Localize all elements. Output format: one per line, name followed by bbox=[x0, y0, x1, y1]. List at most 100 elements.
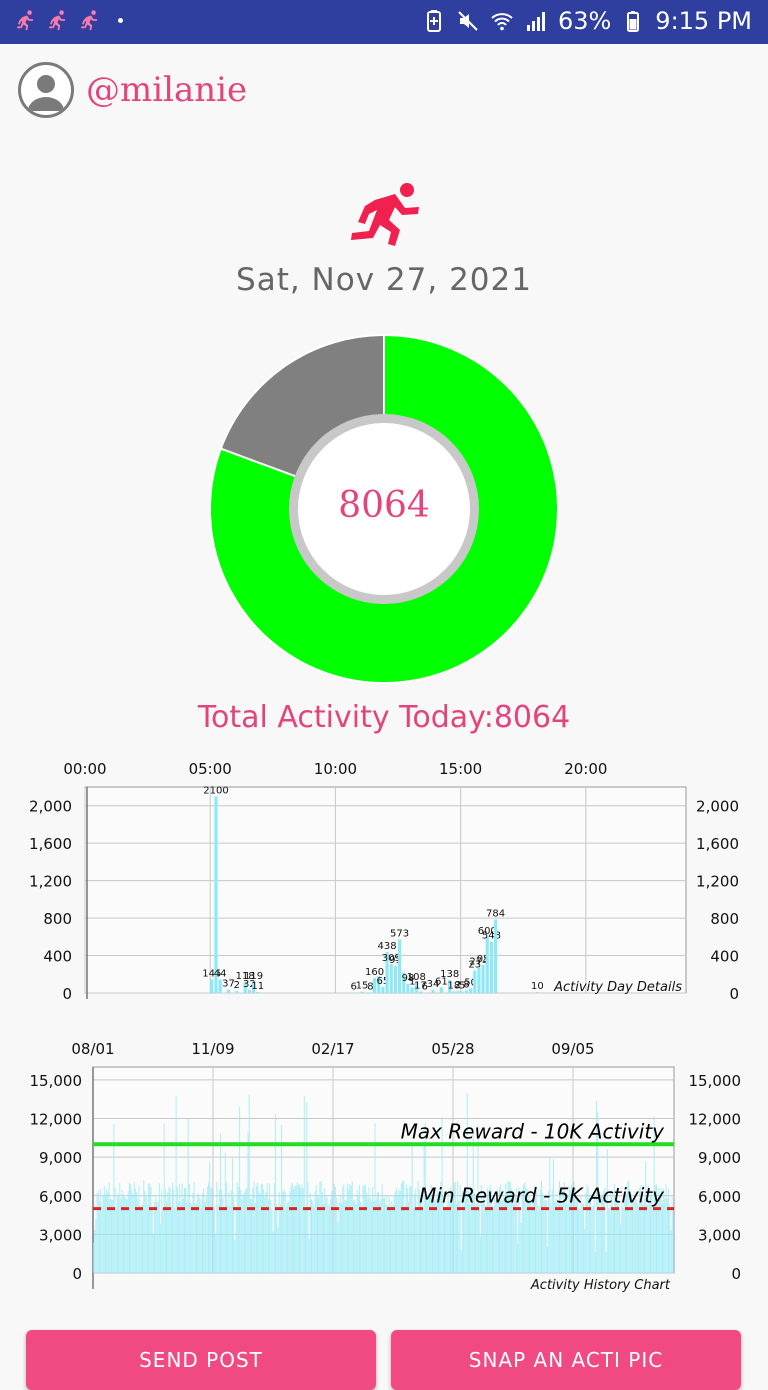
history-bar bbox=[647, 1184, 649, 1273]
history-bar bbox=[580, 1194, 582, 1273]
history-bar bbox=[636, 1203, 638, 1273]
bar-value-label: 34 bbox=[427, 979, 440, 990]
history-bar bbox=[263, 1189, 265, 1273]
bar-value-label: 8 bbox=[463, 979, 469, 990]
history-bar bbox=[338, 1202, 340, 1273]
history-bar bbox=[485, 1208, 487, 1273]
history-bar bbox=[560, 1194, 562, 1273]
history-bar bbox=[451, 1190, 453, 1273]
bar-value-label: 138 bbox=[440, 969, 459, 980]
bar bbox=[460, 991, 464, 993]
history-bar bbox=[639, 1187, 641, 1273]
profile-header[interactable]: @milanie bbox=[18, 62, 247, 118]
history-bar bbox=[434, 1200, 436, 1273]
history-bar bbox=[337, 1221, 339, 1273]
bar bbox=[481, 964, 485, 993]
history-bar bbox=[658, 1187, 660, 1273]
history-bar bbox=[346, 1183, 348, 1273]
history-bar bbox=[379, 1202, 381, 1273]
history-bar bbox=[672, 1208, 674, 1273]
user-avatar-icon[interactable] bbox=[18, 62, 74, 118]
history-bar bbox=[175, 1095, 177, 1273]
history-bar bbox=[271, 1208, 273, 1273]
history-bar bbox=[301, 1184, 303, 1273]
history-bar bbox=[572, 1208, 574, 1273]
bar-value-label: 05 bbox=[477, 954, 490, 965]
history-bar bbox=[373, 1201, 375, 1273]
history-bar bbox=[339, 1196, 341, 1273]
history-bar bbox=[629, 1207, 631, 1273]
y-tick-label-left: 800 bbox=[43, 910, 72, 928]
history-bar bbox=[488, 1189, 490, 1273]
signal-icon bbox=[526, 12, 545, 31]
history-bar bbox=[597, 1111, 599, 1273]
history-bar bbox=[212, 1207, 214, 1273]
history-bar bbox=[140, 1206, 142, 1273]
history-bar bbox=[261, 1183, 263, 1273]
history-bar bbox=[161, 1190, 163, 1273]
runner-icon bbox=[17, 10, 34, 31]
history-bar bbox=[610, 1189, 612, 1273]
history-bar bbox=[530, 1199, 532, 1273]
history-bar bbox=[143, 1180, 145, 1273]
history-bar bbox=[116, 1192, 118, 1273]
history-bar bbox=[454, 1181, 456, 1273]
history-bar bbox=[225, 1182, 227, 1273]
x-tick-label: 08/01 bbox=[71, 1040, 114, 1058]
snap-pic-button[interactable]: SNAP AN ACTI PIC bbox=[391, 1330, 741, 1390]
history-bar bbox=[458, 1200, 460, 1273]
history-bar bbox=[626, 1193, 628, 1273]
history-bar bbox=[469, 1204, 471, 1273]
history-bar bbox=[192, 1192, 194, 1273]
history-bar bbox=[499, 1187, 501, 1273]
history-bar bbox=[654, 1185, 656, 1273]
history-bar bbox=[427, 1201, 429, 1273]
y-tick-label-right: 12,000 bbox=[689, 1111, 742, 1129]
history-bar bbox=[440, 1181, 442, 1273]
bar-value-label: 10 bbox=[531, 981, 544, 992]
history-bar bbox=[132, 1194, 134, 1273]
send-post-button[interactable]: SEND POST bbox=[26, 1330, 376, 1390]
history-bar bbox=[599, 1206, 601, 1273]
bar-value-label: 32 bbox=[243, 979, 256, 990]
history-bar bbox=[242, 1194, 244, 1273]
max-reward-label: Max Reward - 10K Activity bbox=[401, 1119, 666, 1143]
history-bar bbox=[548, 1190, 550, 1273]
history-bar bbox=[163, 1123, 165, 1273]
history-bar bbox=[206, 1186, 208, 1273]
history-bar bbox=[317, 1194, 318, 1273]
history-bar bbox=[265, 1191, 267, 1273]
history-bar bbox=[306, 1101, 308, 1273]
history-bar bbox=[545, 1199, 547, 1273]
history-bar bbox=[396, 1187, 398, 1273]
history-bar bbox=[251, 1198, 253, 1273]
history-bar bbox=[269, 1183, 271, 1273]
history-bar bbox=[556, 1202, 558, 1273]
history-bar bbox=[563, 1182, 565, 1273]
status-bar: 63% 9:15 PM bbox=[0, 0, 768, 44]
y-tick-label-right: 800 bbox=[710, 910, 739, 928]
history-bar bbox=[578, 1208, 580, 1273]
history-bar bbox=[333, 1183, 335, 1273]
y-tick-label-left: 0 bbox=[62, 985, 72, 1003]
history-bar bbox=[155, 1194, 157, 1273]
history-bar bbox=[415, 1189, 417, 1273]
history-bar bbox=[136, 1192, 138, 1273]
history-bar bbox=[309, 1192, 311, 1273]
history-bar bbox=[200, 1207, 202, 1273]
history-bar bbox=[524, 1182, 526, 1273]
history-bar bbox=[219, 1133, 221, 1273]
min-reward-label: Min Reward - 5K Activity bbox=[419, 1184, 665, 1208]
history-bar bbox=[397, 1194, 399, 1273]
history-bar bbox=[494, 1194, 496, 1273]
history-bar bbox=[236, 1182, 238, 1273]
history-bar bbox=[299, 1184, 301, 1273]
history-bar bbox=[331, 1190, 333, 1273]
date-label: Sat, Nov 27, 2021 bbox=[236, 262, 532, 298]
history-bar bbox=[406, 1188, 408, 1273]
history-bar bbox=[162, 1208, 164, 1273]
history-bar bbox=[321, 1191, 323, 1273]
history-bar bbox=[199, 1198, 201, 1273]
history-bar bbox=[305, 1207, 306, 1273]
history-bar bbox=[267, 1199, 269, 1273]
